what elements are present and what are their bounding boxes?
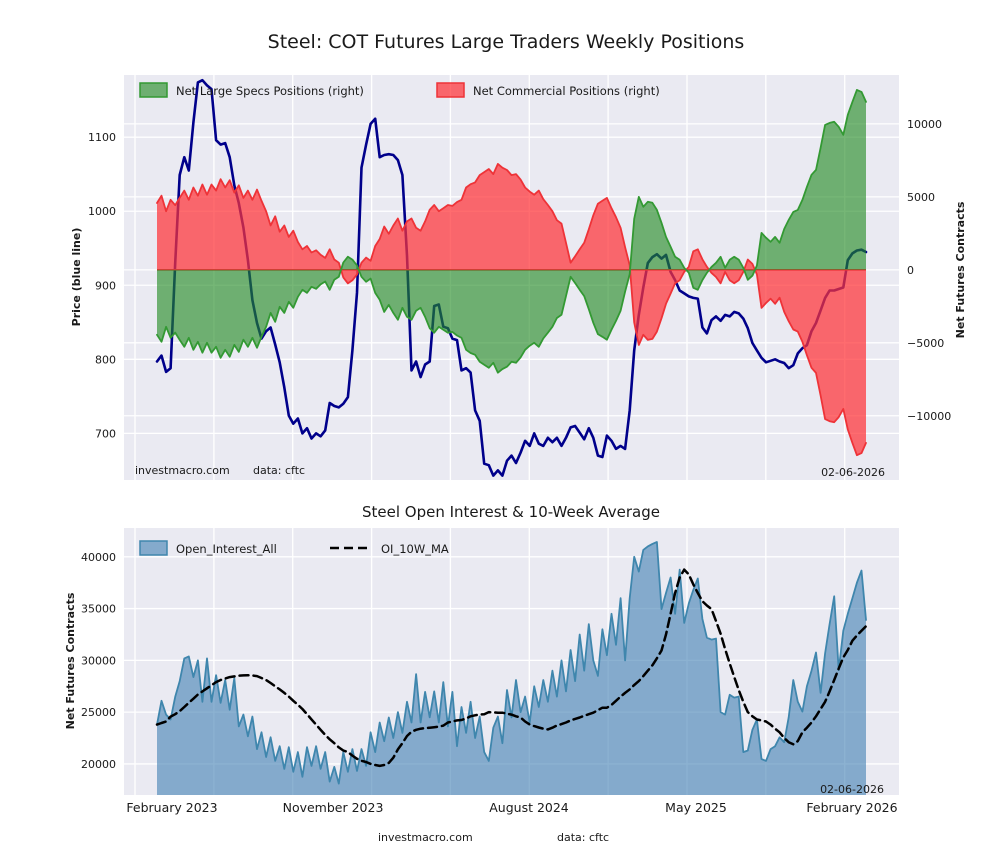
legend-swatch-commercial [436,82,465,98]
y-tick-label: 25000 [81,706,116,719]
y-right-tick-label: 0 [907,264,914,277]
y-tick-label: 40000 [81,551,116,564]
line-oi-10w-ma [155,568,868,768]
x-tick-label: November 2023 [283,800,384,815]
bottom-date-label: 02-06-2026 [820,783,884,796]
top-right-axis-title: Net Futures Contracts [954,201,967,338]
line-net-commercial-positions-right- [156,163,867,457]
line-price [155,78,868,477]
top-left-axis-title: Price (blue line) [70,228,83,327]
legend-label-specs: Net Large Specs Positions (right) [176,84,364,98]
legend-label-open-interest: Open_Interest_All [176,542,277,556]
bottom-chart-title: Steel Open Interest & 10-Week Average [362,503,660,521]
y-left-tick-label: 900 [95,279,116,292]
bottom-chart-series [155,541,868,795]
bottom-footer-site: investmacro.com [378,831,473,844]
x-tick-label: February 2023 [126,800,217,815]
area-net-large-specs-positions-right- [157,89,866,373]
top-footer-site: investmacro.com [135,464,230,477]
y-left-tick-label: 1100 [88,131,116,144]
top-chart-series [155,78,868,477]
legend-label-commercial: Net Commercial Positions (right) [473,84,660,98]
top-chart-legend: Net Large Specs Positions (right) Net Co… [139,82,660,98]
y-left-tick-label: 700 [95,427,116,440]
bottom-footer-source: data: cftc [557,831,609,844]
line-net-large-specs-positions-right- [156,89,867,374]
y-tick-label: 35000 [81,603,116,616]
bottom-chart-legend: Open_Interest_All OI_10W_MA [139,540,449,556]
area-net-commercial-positions-right- [157,163,866,456]
y-left-tick-label: 800 [95,353,116,366]
bottom-axis-title: Net Futures Contracts [64,592,77,729]
legend-swatch-open-interest [139,540,168,556]
top-chart-title: Steel: COT Futures Large Traders Weekly … [268,31,745,53]
y-right-tick-label: −5000 [907,337,944,350]
y-right-tick-label: 10000 [907,118,942,131]
y-right-tick-label: −10000 [907,410,951,423]
legend-swatch-specs [139,82,168,98]
top-chart-tick-labels: 700 800 900 1000 1100 −10000 −5000 0 5000 10000 [88,118,951,440]
line-open-interest-all [156,541,867,785]
y-right-tick-label: 5000 [907,191,935,204]
y-left-tick-label: 1000 [88,205,116,218]
bottom-chart-tick-labels: 20000 25000 30000 35000 40000 February 2023 No… [81,551,898,815]
y-tick-label: 20000 [81,758,116,771]
y-tick-label: 30000 [81,654,116,667]
x-tick-label: August 2024 [489,800,569,815]
x-tick-label: May 2025 [665,800,727,815]
x-tick-label: February 2026 [806,800,897,815]
top-date-label: 02-06-2026 [821,466,885,479]
top-footer-source: data: cftc [253,464,305,477]
legend-label-ma: OI_10W_MA [381,542,449,556]
